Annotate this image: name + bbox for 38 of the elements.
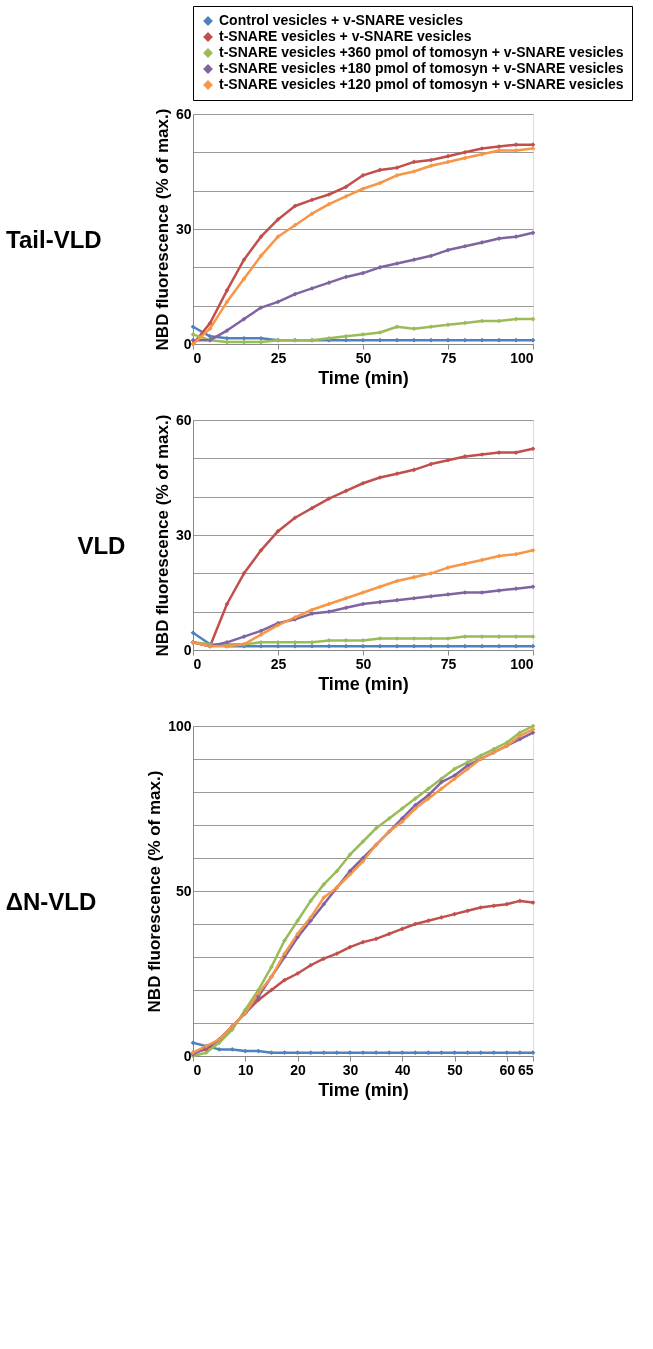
- x-tick-label: 20: [290, 1061, 307, 1078]
- y-axis-title: NBD fluorescence (% of max.): [152, 108, 172, 351]
- x-tick-label: 100: [510, 349, 534, 366]
- x-tick-label: 75: [440, 655, 457, 672]
- text: VLD: [77, 532, 126, 559]
- legend-label: t-SNARE vesicles +180 pmol of tomosyn + v-SNARE vesicles: [219, 60, 624, 76]
- x-axis-title: Time (min): [318, 673, 409, 694]
- x-tick-label: 25: [270, 655, 287, 672]
- x-tick-label: 25: [270, 349, 287, 366]
- y-tick-label: 0: [183, 335, 192, 352]
- y-tick-label: 30: [175, 220, 192, 237]
- y-axis-title: NBD fluorescence (% of max.): [145, 770, 165, 1013]
- y-axis-title: NBD fluorescence (% of max.): [152, 414, 172, 657]
- x-tick-label: 30: [342, 1061, 359, 1078]
- x-tick-label: 75: [440, 349, 457, 366]
- y-tick-label: 100: [168, 717, 192, 734]
- x-tick-label: 10: [238, 1061, 254, 1078]
- text: ΔN-VLD: [5, 888, 97, 915]
- legend-label: t-SNARE vesicles +120 pmol of tomosyn + v-SNARE vesicles: [219, 76, 624, 92]
- y-tick-label: 50: [175, 882, 192, 899]
- text: Tail-VLD: [6, 226, 102, 253]
- legend-label: t-SNARE vesicles + v-SNARE vesicles: [219, 28, 472, 44]
- y-tick-label: 30: [175, 526, 192, 543]
- y-tick-label: 60: [175, 105, 192, 122]
- y-tick-label: 0: [183, 641, 192, 658]
- x-tick-label: 50: [355, 349, 372, 366]
- x-axis-title: Time (min): [318, 1079, 409, 1100]
- y-tick-label: 0: [183, 1047, 192, 1064]
- x-tick-label: 100: [510, 655, 534, 672]
- x-tick-label: 50: [447, 1061, 464, 1078]
- x-tick-label: 65: [517, 1061, 534, 1078]
- legend-label: t-SNARE vesicles +360 pmol of tomosyn + v-SNARE vesicles: [219, 44, 624, 60]
- legend-label: Control vesicles + v-SNARE vesicles: [219, 12, 464, 28]
- x-tick-label: 40: [394, 1061, 411, 1078]
- x-axis-title: Time (min): [318, 367, 409, 388]
- x-tick-label: 60: [499, 1061, 516, 1078]
- x-tick-label: 50: [355, 655, 372, 672]
- y-tick-label: 60: [175, 411, 192, 428]
